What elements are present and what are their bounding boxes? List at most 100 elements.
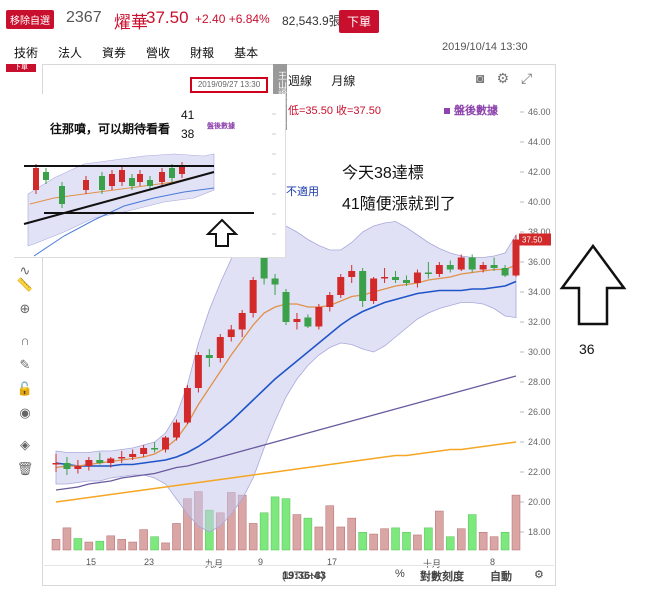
nav-tab-institutional[interactable]: 法人 (58, 46, 83, 60)
volume-bar (500, 532, 510, 551)
percent-toggle[interactable]: % (395, 568, 405, 580)
candle-body (194, 355, 202, 388)
remove-watchlist-button[interactable]: 移除自選 (6, 10, 54, 29)
ruler-icon[interactable]: 📏 (16, 277, 34, 292)
lock-icon[interactable]: 🔓 (16, 381, 34, 396)
layers-icon[interactable]: ◈ (20, 437, 30, 452)
auto-scale-toggle[interactable]: 自動 (490, 571, 512, 583)
candle-body (63, 463, 71, 469)
nav-tab-revenue[interactable]: 營收 (146, 46, 171, 60)
y-tick-label: 28.00 (528, 377, 551, 387)
x-tick-label: 17 (327, 557, 338, 567)
candle-body (96, 460, 104, 463)
volume-bar (128, 541, 137, 551)
x-tick-label: 九月 (205, 559, 224, 569)
inset-candle-body (109, 174, 115, 186)
inset-candle-body (33, 168, 39, 190)
inset-support-line (23, 171, 215, 225)
magnet-icon[interactable]: ∩ (20, 333, 30, 348)
nav-tab-basics[interactable]: 基本 (234, 46, 259, 60)
nav-tab-margin[interactable]: 資券 (102, 46, 127, 60)
candle-body (348, 271, 356, 277)
ohlc-readout: 低=35.50 收=37.50 (288, 105, 381, 117)
volume-bar (511, 494, 521, 551)
volume-bar (84, 541, 94, 551)
inset-annotation: 往那噴，可以期待看看 (50, 122, 171, 136)
volume-bar (446, 536, 455, 551)
log-scale-toggle[interactable]: 對數刻度 (420, 571, 464, 583)
candle-body (52, 463, 60, 465)
candle-body (260, 257, 268, 279)
candle-body (512, 239, 520, 276)
settings-gear-icon[interactable]: ⚙ (534, 569, 544, 581)
camera-icon[interactable]: ◙ (476, 70, 497, 86)
volume-bar (248, 523, 258, 551)
x-tick-label: 9 (258, 557, 264, 567)
candle-body (74, 466, 82, 469)
nav-tab-technical[interactable]: 技術 (14, 46, 39, 60)
y-tick-label: 38.00 (528, 227, 551, 237)
candle-body (490, 265, 498, 268)
pattern-icon[interactable]: ∿ (19, 263, 31, 278)
gear-icon[interactable]: ⚙ (496, 70, 522, 86)
annotation-next-target: 41隨便漲就到了 (342, 196, 456, 213)
candle-body (151, 448, 159, 450)
tab-weekly[interactable]: 週線 (288, 74, 313, 88)
y-tick-label: 44.00 (528, 137, 551, 147)
inset-timestamp: 2019/09/27 13:30 (190, 77, 268, 93)
order-button[interactable]: 下單 (339, 10, 380, 33)
volume-bar (95, 540, 105, 551)
volume-bar (413, 534, 422, 551)
inset-candle-body (83, 180, 89, 190)
inset-candle-body (169, 168, 175, 178)
expand-icon[interactable]: ⤢ (521, 70, 545, 86)
zoom-icon[interactable]: ⊕ (19, 301, 31, 316)
main-nav: 技術 法人 資券 營收 財報 基本 (14, 44, 278, 61)
inset-band (27, 153, 215, 247)
y-tick-label: 32.00 (528, 317, 551, 327)
candle-body (446, 265, 454, 270)
candle-body (205, 355, 213, 358)
pencil-lock-icon[interactable]: ✎ (19, 357, 31, 372)
inset-adjusted-label: 盤後數據 (207, 123, 235, 130)
inset-candle-body (147, 180, 153, 186)
inset-candle-body (179, 166, 185, 174)
candle-body (326, 295, 334, 307)
chart-status-bar: 19:36:43 (UTC+8) % 對數刻度 自動 ⚙ (44, 565, 554, 583)
candle-body (501, 268, 509, 276)
volume-bar (292, 514, 302, 551)
volume-bar (369, 533, 378, 551)
volume-bar (435, 510, 444, 551)
x-tick-label: 15 (86, 557, 97, 567)
annotation-target-hit: 今天38達標 (342, 165, 424, 182)
up-arrow-icon (559, 243, 627, 326)
candle-body (183, 388, 191, 423)
volume-bar (314, 526, 324, 551)
candle-body (424, 272, 432, 274)
volume-bar (303, 517, 313, 551)
volume-bar (358, 532, 367, 551)
trash-icon[interactable]: 🗑 (16, 461, 34, 476)
volume-bar (259, 512, 269, 551)
volume-bar (106, 535, 116, 551)
x-tick-label: 23 (144, 557, 155, 567)
inset-chart (23, 113, 276, 257)
y-tick-label: 40.00 (528, 197, 551, 207)
volume-bar (150, 536, 159, 551)
volume-bar (489, 536, 499, 551)
annotation-36: 36 (579, 341, 595, 357)
volume-bar (478, 532, 488, 551)
ma-line-blue (55, 280, 517, 467)
stock-code: 2367 (66, 9, 102, 26)
inset-candle-body (119, 170, 125, 182)
y-tick-label: 18.00 (528, 527, 551, 537)
not-applicable-label: 不適用 (286, 186, 319, 198)
tab-monthly[interactable]: 月線 (331, 74, 356, 88)
ma-line-purple (55, 375, 517, 491)
candle-body (479, 265, 487, 270)
volume-bar (325, 505, 335, 551)
nav-tab-financials[interactable]: 財報 (190, 46, 215, 60)
eye-icon[interactable]: ◉ (19, 405, 31, 420)
volume-bar (73, 538, 83, 551)
